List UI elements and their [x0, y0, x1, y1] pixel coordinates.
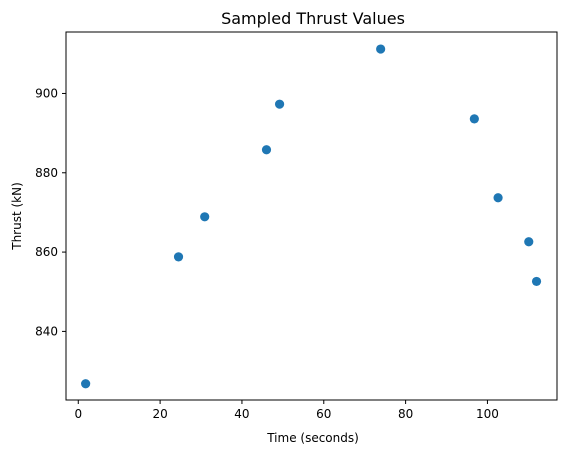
data-point — [261, 145, 272, 155]
chart-title: Sampled Thrust Values — [221, 9, 405, 28]
x-tick-label: 80 — [398, 407, 413, 421]
data-point — [493, 193, 503, 203]
y-tick-label: 860 — [35, 245, 58, 259]
x-axis-label: Time (seconds) — [266, 431, 359, 445]
data-point — [173, 252, 184, 262]
axis-ticks: 0 20 40 60 80 100 840 860 880 900 — [35, 86, 499, 421]
data-point — [81, 379, 91, 389]
x-tick-label: 0 — [74, 407, 82, 421]
data-point — [200, 212, 210, 222]
data-point — [469, 114, 479, 124]
data-point — [274, 99, 285, 109]
y-tick-label: 840 — [35, 324, 58, 338]
x-tick-label: 60 — [316, 407, 331, 421]
data-point — [531, 276, 542, 287]
data-points — [81, 44, 542, 389]
x-tick-label: 20 — [152, 407, 167, 421]
y-tick-label: 880 — [35, 166, 58, 180]
y-axis-label: Thrust (kN) — [10, 182, 24, 251]
data-point — [524, 237, 534, 247]
y-tick-label: 900 — [35, 86, 58, 100]
x-tick-label: 40 — [234, 407, 249, 421]
x-tick-label: 100 — [476, 407, 499, 421]
data-point — [376, 44, 386, 54]
plot-frame — [65, 31, 558, 401]
